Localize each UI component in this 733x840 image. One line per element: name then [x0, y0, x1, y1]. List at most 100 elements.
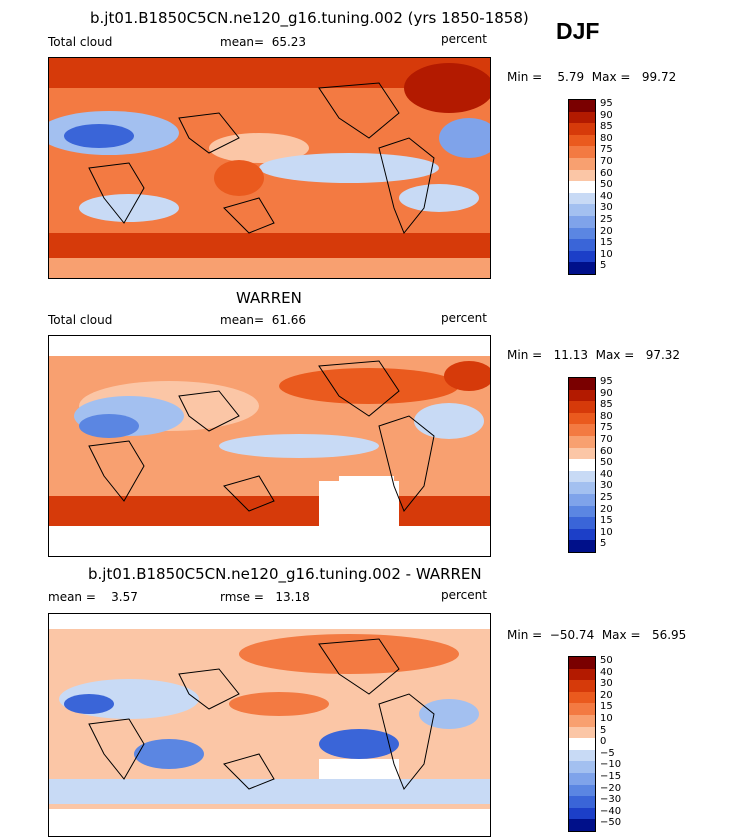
colorbar-swatch — [569, 528, 595, 541]
colorbar-tick-label: −30 — [600, 794, 622, 806]
colorbar-tick-label: 5 — [600, 538, 607, 550]
colorbar-tick-label: 85 — [600, 399, 613, 411]
colorbar-swatch — [569, 192, 595, 205]
colorbar-tick-label: 75 — [600, 144, 613, 156]
panel-3-minmax: Min = −50.74 Max = 56.95 — [507, 628, 687, 642]
colorbar-swatch — [569, 389, 595, 402]
panel-2-map — [48, 335, 491, 557]
colorbar-tick-label: 40 — [600, 666, 613, 678]
season-label: DJF — [556, 18, 600, 44]
colorbar-tick-label: 15 — [600, 515, 613, 527]
colorbar-swatch — [569, 807, 595, 820]
colorbar-swatch — [569, 761, 595, 773]
panel-3-units-label: percent — [441, 588, 487, 602]
colorbar-tick-label: 20 — [600, 503, 613, 515]
panel-3-title: b.jt01.B1850C5CN.ne120_g16.tuning.002 - … — [88, 565, 482, 583]
panel-2-title: WARREN — [236, 289, 302, 307]
colorbar-tick-label: 75 — [600, 422, 613, 434]
colorbar-tick-label: 30 — [600, 480, 613, 492]
colorbar-swatch — [569, 123, 595, 135]
colorbar-tick-label: 50 — [600, 655, 613, 666]
colorbar-swatch — [569, 540, 595, 552]
panel-2-variable-label: Total cloud — [48, 313, 113, 327]
colorbar-swatch — [569, 703, 595, 715]
colorbar-swatch — [569, 691, 595, 704]
colorbar-tick-label: 0 — [600, 736, 607, 748]
colorbar-swatch — [569, 227, 595, 240]
colorbar-swatch — [569, 100, 595, 112]
panel-2-minmax: Min = 11.13 Max = 97.32 — [507, 348, 681, 362]
colorbar-swatch — [569, 470, 595, 483]
colorbar-swatch — [569, 784, 595, 797]
panel-1-units-label: percent — [441, 32, 487, 46]
colorbar-tick-label: 80 — [600, 132, 613, 144]
panel-1-map — [48, 57, 491, 279]
colorbar-swatch — [569, 459, 595, 471]
colorbar-swatch — [569, 401, 595, 413]
colorbar-tick-label: −10 — [600, 759, 622, 771]
colorbar-swatch — [569, 482, 595, 494]
colorbar-swatch — [569, 111, 595, 124]
colorbar-swatch — [569, 412, 595, 425]
colorbar-swatch — [569, 378, 595, 390]
colorbar-swatch — [569, 668, 595, 681]
colorbar-swatch — [569, 436, 595, 448]
panel-2-mean-label: mean= 61.66 — [220, 313, 307, 327]
colorbar-swatch — [569, 216, 595, 228]
colorbar-tick-label: 70 — [600, 156, 613, 167]
colorbar-swatch — [569, 505, 595, 518]
colorbar-tick-label: 15 — [600, 237, 613, 249]
colorbar-tick-label: 40 — [600, 468, 613, 480]
colorbar-tick-label: 10 — [600, 713, 613, 724]
colorbar-swatches — [568, 656, 596, 832]
colorbar-swatch — [569, 819, 595, 831]
panel-1-title: b.jt01.B1850C5CN.ne120_g16.tuning.002 (y… — [90, 9, 529, 27]
colorbar-swatch — [569, 726, 595, 739]
colorbar-tick-label: 30 — [600, 678, 613, 690]
colorbar-swatch — [569, 146, 595, 158]
colorbar-swatch — [569, 250, 595, 263]
colorbar-tick-label: 95 — [600, 98, 613, 109]
colorbar-tick-label: 10 — [600, 526, 613, 538]
colorbar-swatch — [569, 262, 595, 274]
colorbar-tick-label: 30 — [600, 202, 613, 214]
colorbar-swatch — [569, 239, 595, 251]
colorbar-swatch — [569, 715, 595, 727]
panel-3-mean-label: mean = 3.57 — [48, 590, 138, 604]
panel-1-mean-label: mean= 65.23 — [220, 35, 307, 49]
colorbar-tick-label: 20 — [600, 225, 613, 237]
colorbar-swatch — [569, 749, 595, 762]
colorbar-swatch — [569, 796, 595, 808]
colorbar-tick-label: 40 — [600, 190, 613, 202]
colorbar-swatch — [569, 181, 595, 193]
colorbar-tick-label: 25 — [600, 492, 613, 503]
colorbar-tick-label: 5 — [600, 724, 607, 736]
colorbar-swatch — [569, 204, 595, 216]
colorbar-tick-label: 70 — [600, 434, 613, 445]
colorbar-swatch — [569, 657, 595, 669]
colorbar-tick-label: 50 — [600, 457, 613, 469]
colorbar-swatch — [569, 134, 595, 147]
panel-1-minmax: Min = 5.79 Max = 99.72 — [507, 70, 677, 84]
colorbar-swatch — [569, 738, 595, 750]
colorbar-tick-label: 25 — [600, 214, 613, 225]
colorbar-swatches — [568, 99, 596, 275]
colorbar-tick-label: 60 — [600, 167, 613, 179]
colorbar-tick-label: 85 — [600, 121, 613, 133]
colorbar-tick-label: −40 — [600, 805, 622, 817]
colorbar-swatch — [569, 773, 595, 785]
colorbar-swatch — [569, 158, 595, 170]
colorbar-tick-label: 60 — [600, 445, 613, 457]
colorbar-tick-label: −5 — [600, 747, 615, 759]
panel-3-rmse-label: rmse = 13.18 — [220, 590, 310, 604]
colorbar-swatch — [569, 447, 595, 460]
colorbar-swatch — [569, 169, 595, 182]
colorbar-tick-label: 80 — [600, 410, 613, 422]
colorbar-tick-label: 20 — [600, 689, 613, 701]
colorbar-swatches — [568, 377, 596, 553]
colorbar-swatch — [569, 517, 595, 529]
colorbar-tick-label: −20 — [600, 782, 622, 794]
colorbar-swatch — [569, 680, 595, 692]
colorbar-swatch — [569, 494, 595, 506]
colorbar-tick-label: 90 — [600, 387, 613, 399]
